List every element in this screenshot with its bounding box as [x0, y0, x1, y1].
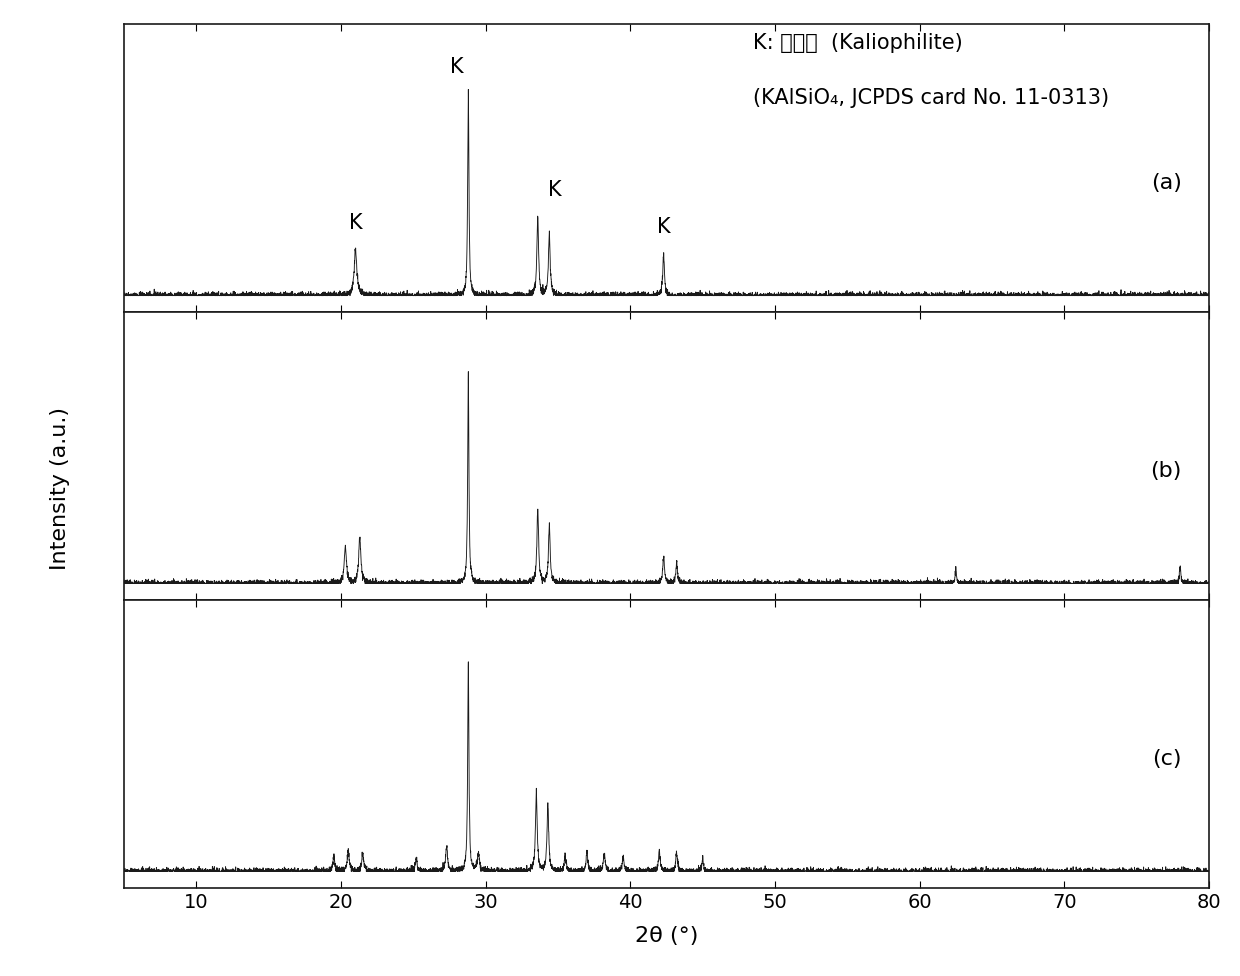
Text: K: 钒霞石  (Kaliophilite): K: 钒霞石 (Kaliophilite)	[753, 33, 963, 53]
Text: K: K	[450, 57, 464, 76]
Text: Intensity (a.u.): Intensity (a.u.)	[50, 406, 69, 570]
Text: (c): (c)	[1152, 749, 1182, 768]
Text: (a): (a)	[1151, 173, 1182, 192]
Text: (KAlSiO₄, JCPDS card No. 11-0313): (KAlSiO₄, JCPDS card No. 11-0313)	[753, 88, 1110, 107]
X-axis label: 2θ (°): 2θ (°)	[635, 926, 698, 946]
Text: K: K	[348, 213, 362, 233]
Text: K: K	[548, 180, 562, 200]
Text: (b): (b)	[1151, 461, 1182, 480]
Text: K: K	[657, 218, 671, 237]
